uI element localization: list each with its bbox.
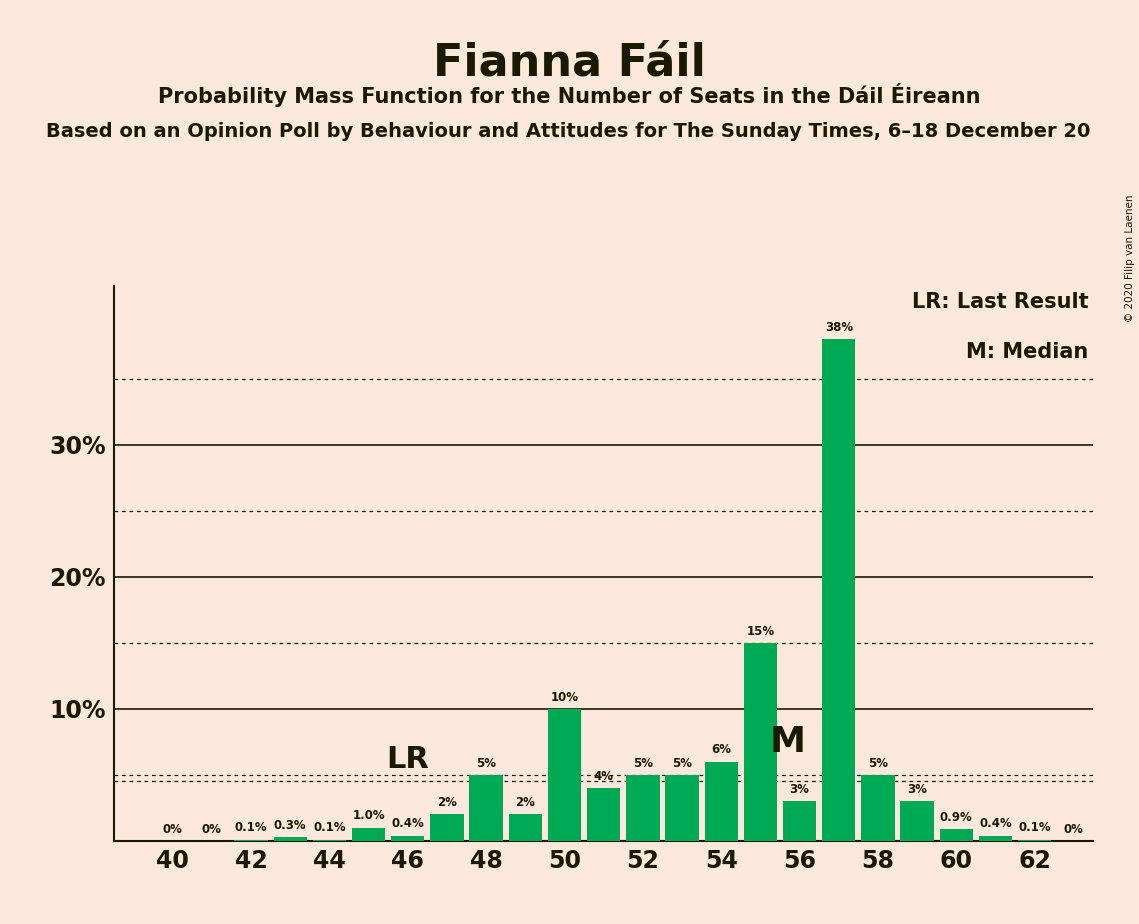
Bar bbox=[744, 643, 777, 841]
Text: 2%: 2% bbox=[437, 796, 457, 809]
Bar bbox=[391, 835, 425, 841]
Text: 0%: 0% bbox=[202, 822, 222, 835]
Bar bbox=[822, 339, 855, 841]
Text: 15%: 15% bbox=[746, 625, 775, 638]
Text: 0.1%: 0.1% bbox=[1018, 821, 1051, 834]
Bar bbox=[548, 709, 581, 841]
Bar bbox=[273, 837, 306, 841]
Text: 4%: 4% bbox=[593, 770, 614, 783]
Text: LR: LR bbox=[386, 745, 429, 773]
Text: Fianna Fáil: Fianna Fáil bbox=[433, 42, 706, 85]
Text: 0.4%: 0.4% bbox=[392, 818, 424, 831]
Text: 0.1%: 0.1% bbox=[235, 821, 268, 834]
Text: 5%: 5% bbox=[476, 757, 497, 770]
Text: 38%: 38% bbox=[825, 321, 853, 334]
Text: 0.4%: 0.4% bbox=[980, 818, 1011, 831]
Bar bbox=[940, 829, 973, 841]
Bar bbox=[626, 775, 659, 841]
Text: 0%: 0% bbox=[163, 822, 182, 835]
Bar bbox=[509, 814, 542, 841]
Bar bbox=[1018, 840, 1051, 841]
Text: 6%: 6% bbox=[711, 744, 731, 757]
Text: 2%: 2% bbox=[515, 796, 535, 809]
Text: 3%: 3% bbox=[907, 783, 927, 796]
Bar bbox=[861, 775, 894, 841]
Bar bbox=[469, 775, 502, 841]
Text: M: M bbox=[770, 724, 805, 759]
Text: LR: Last Result: LR: Last Result bbox=[912, 292, 1089, 312]
Text: 0%: 0% bbox=[1064, 822, 1084, 835]
Bar bbox=[235, 840, 268, 841]
Text: 0.3%: 0.3% bbox=[273, 819, 306, 832]
Bar bbox=[313, 840, 346, 841]
Bar bbox=[352, 828, 385, 841]
Text: M: Median: M: Median bbox=[966, 342, 1089, 362]
Text: 5%: 5% bbox=[633, 757, 653, 770]
Text: 0.9%: 0.9% bbox=[940, 810, 973, 823]
Text: 5%: 5% bbox=[672, 757, 693, 770]
Text: Based on an Opinion Poll by Behaviour and Attitudes for The Sunday Times, 6–18 D: Based on an Opinion Poll by Behaviour an… bbox=[46, 122, 1090, 141]
Bar bbox=[978, 835, 1013, 841]
Text: 1.0%: 1.0% bbox=[352, 809, 385, 822]
Bar bbox=[431, 814, 464, 841]
Bar bbox=[782, 801, 817, 841]
Bar bbox=[665, 775, 698, 841]
Text: © 2020 Filip van Laenen: © 2020 Filip van Laenen bbox=[1125, 195, 1134, 322]
Text: 0.1%: 0.1% bbox=[313, 821, 346, 834]
Bar bbox=[705, 761, 738, 841]
Text: 10%: 10% bbox=[550, 690, 579, 703]
Text: 5%: 5% bbox=[868, 757, 888, 770]
Bar bbox=[587, 788, 621, 841]
Bar bbox=[901, 801, 934, 841]
Text: 3%: 3% bbox=[789, 783, 810, 796]
Text: Probability Mass Function for the Number of Seats in the Dáil Éireann: Probability Mass Function for the Number… bbox=[158, 83, 981, 107]
